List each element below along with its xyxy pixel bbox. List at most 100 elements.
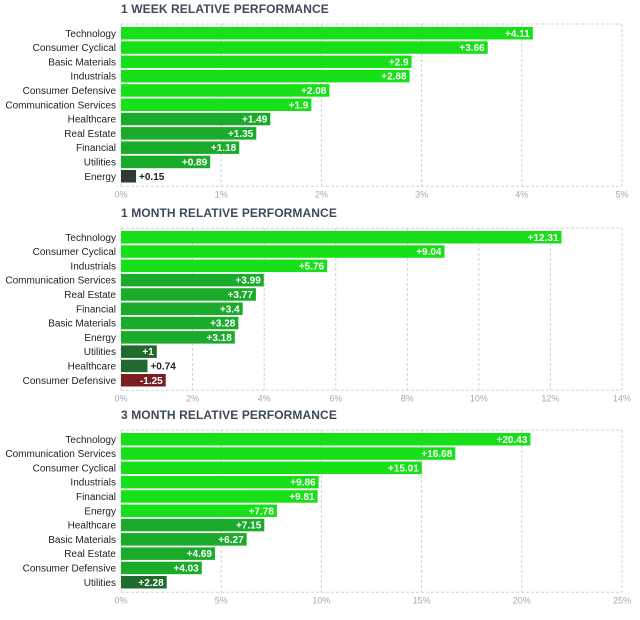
- category-label: Energy: [84, 172, 116, 183]
- value-label: +20.43: [497, 435, 528, 446]
- bar: [121, 533, 247, 546]
- category-label: Energy: [84, 333, 116, 344]
- category-label: Industrials: [70, 261, 116, 272]
- value-label: +16.68: [421, 449, 452, 460]
- x-tick-label: 20%: [513, 595, 531, 605]
- category-label: Communication Services: [5, 100, 116, 111]
- value-label: +1.49: [242, 115, 268, 126]
- bar: [121, 288, 256, 301]
- value-label: -1.25: [140, 376, 163, 387]
- value-label: +1.9: [289, 100, 309, 111]
- category-label: Real Estate: [64, 129, 116, 140]
- bar: [121, 41, 488, 54]
- value-label: +3.18: [206, 333, 232, 344]
- category-label: Consumer Cyclical: [33, 247, 116, 258]
- x-tick-label: 8%: [401, 393, 414, 403]
- category-label: Consumer Cyclical: [33, 463, 116, 474]
- bar: [121, 273, 264, 287]
- bar: [121, 345, 157, 358]
- category-label: Financial: [76, 304, 116, 315]
- value-label: +15.01: [388, 463, 419, 474]
- value-label: +2.88: [381, 72, 407, 83]
- category-label: Consumer Defensive: [23, 376, 117, 387]
- category-label: Healthcare: [68, 361, 117, 372]
- category-label: Industrials: [70, 478, 116, 489]
- x-tick-label: 14%: [613, 393, 631, 403]
- category-label: Consumer Cyclical: [33, 43, 116, 54]
- x-tick-label: 10%: [312, 595, 330, 605]
- value-label: +3.28: [210, 319, 236, 330]
- value-label: +3.77: [228, 290, 254, 301]
- chart-title: 3 MONTH RELATIVE PERFORMANCE: [121, 408, 337, 422]
- bar: [121, 245, 445, 258]
- category-label: Technology: [65, 29, 116, 40]
- bar: [121, 433, 531, 446]
- bar: [121, 127, 257, 140]
- x-tick-label: 0%: [114, 595, 127, 605]
- chart-title: 1 MONTH RELATIVE PERFORMANCE: [121, 206, 337, 220]
- value-label: +6.27: [218, 535, 244, 546]
- x-tick-label: 3%: [415, 189, 428, 199]
- category-label: Consumer Defensive: [23, 563, 117, 574]
- category-label: Basic Materials: [48, 57, 116, 68]
- category-label: Utilities: [84, 157, 116, 168]
- value-label: +9.86: [290, 478, 316, 489]
- value-label: +5.76: [299, 261, 325, 272]
- value-label: +1: [142, 347, 154, 358]
- bar: [121, 576, 167, 589]
- bar: [121, 447, 456, 460]
- bar: [121, 461, 422, 475]
- category-label: Communication Services: [5, 449, 116, 460]
- x-tick-label: 6%: [329, 393, 342, 403]
- bar: [121, 112, 271, 126]
- value-label: +0.89: [182, 157, 208, 168]
- bar-chart-1-week: Technology +4.11 Consumer Cyclical +3.66 Bas…: [5, 23, 629, 199]
- category-label: Basic Materials: [48, 319, 116, 330]
- bar: [121, 55, 412, 69]
- value-label: +4.69: [187, 549, 213, 560]
- bar: [121, 518, 265, 532]
- value-label: +9.81: [289, 492, 315, 503]
- x-tick-label: 12%: [541, 393, 559, 403]
- value-label: +1.35: [228, 129, 254, 140]
- value-label: +2.08: [301, 86, 327, 97]
- category-label: Industrials: [70, 72, 116, 83]
- value-label: +3.4: [220, 304, 240, 315]
- category-label: Technology: [65, 435, 116, 446]
- value-label: +2.28: [138, 578, 164, 589]
- value-label: +2.9: [389, 57, 409, 68]
- bar-chart-3-month: Technology +20.43 Communication Services +1…: [5, 429, 631, 605]
- bar-chart-1-month: Technology +12.31 Consumer Cyclical +9.04 In…: [5, 227, 631, 403]
- bar: [121, 141, 240, 154]
- bar: [121, 331, 235, 344]
- bar: [121, 316, 239, 330]
- x-tick-label: 0%: [114, 393, 127, 403]
- x-tick-label: 2%: [315, 189, 328, 199]
- x-tick-label: 5%: [215, 595, 228, 605]
- value-label: +7.15: [236, 521, 262, 532]
- bar: [121, 69, 410, 83]
- value-label: +4.03: [173, 563, 199, 574]
- value-label: +3.66: [459, 43, 485, 54]
- category-label: Healthcare: [68, 521, 117, 532]
- value-label: +9.04: [416, 247, 442, 258]
- bar: [121, 27, 533, 40]
- value-label: +0.15: [139, 172, 165, 183]
- bar: [121, 561, 202, 575]
- category-label: Real Estate: [64, 549, 116, 560]
- category-label: Utilities: [84, 347, 116, 358]
- x-tick-label: 1%: [215, 189, 228, 199]
- value-label: +1.18: [211, 143, 237, 154]
- x-tick-label: 10%: [470, 393, 488, 403]
- bar: [121, 231, 562, 244]
- category-label: Communication Services: [5, 276, 116, 287]
- x-tick-label: 4%: [258, 393, 271, 403]
- bar: [121, 547, 215, 560]
- bar: [121, 84, 330, 97]
- bar: [121, 490, 318, 503]
- x-tick-label: 0%: [114, 189, 127, 199]
- bar: [121, 359, 148, 373]
- bar: [121, 302, 243, 315]
- category-label: Financial: [76, 492, 116, 503]
- category-label: Consumer Defensive: [23, 86, 117, 97]
